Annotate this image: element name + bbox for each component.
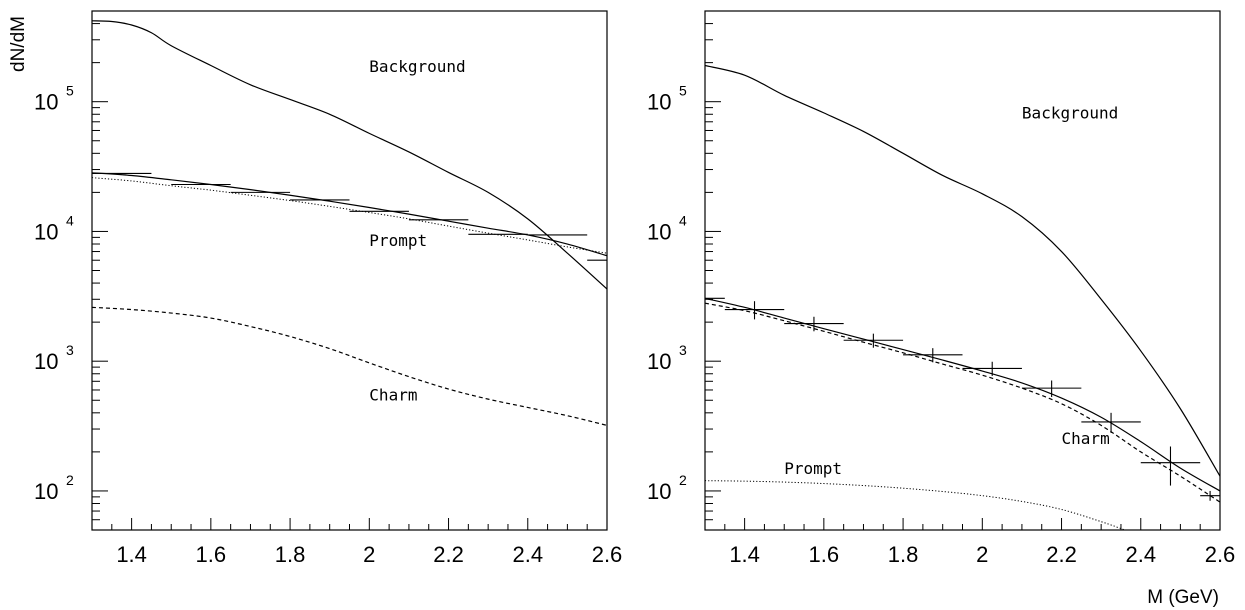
x-axis-title: M (GeV) (1147, 587, 1219, 608)
right-label-charm: Charm (1062, 429, 1110, 448)
right-x-tick-label: 2.6 (1205, 542, 1236, 567)
left-label-background: Background (369, 57, 465, 76)
right-data-point (724, 301, 785, 320)
right-x-tick-label: 2 (976, 542, 988, 567)
left-y-tick-exponent: 3 (66, 342, 74, 358)
right-y-tick-base: 10 (647, 349, 671, 374)
y-axis-title: dN/dM (8, 16, 29, 72)
left-x-tick-label: 2.2 (433, 542, 464, 567)
right-x-tick-label: 2.2 (1046, 542, 1077, 567)
left-y-tick-base: 10 (34, 219, 58, 244)
left-x-tick-label: 1.6 (196, 542, 227, 567)
right-y-tick-exponent: 5 (679, 83, 687, 99)
left-x-tick-label: 1.8 (275, 542, 306, 567)
right-data-point (962, 361, 1022, 376)
left-y-tick-exponent: 4 (66, 212, 74, 228)
right-plot-frame (704, 10, 1221, 531)
left-y-tick-exponent: 2 (66, 472, 74, 488)
left-label-charm: Charm (369, 385, 417, 404)
left-y-tick-base: 10 (34, 90, 58, 115)
right-curve-fit-total (705, 297, 1220, 492)
panel-left: 1.4 1.6 1.8 2 2.2 2.4 2.6 10 2 10 3 10 4 10 5 Backgroun… (34, 10, 623, 567)
right-data-point (1081, 412, 1141, 433)
right-data-point (1200, 490, 1220, 501)
panel-right: 1.4 1.6 1.8 2 2.2 2.4 2.6 10 2 10 3 10 4 10 5 Backgroun… (647, 10, 1236, 567)
left-y-tick-exponent: 5 (66, 83, 74, 99)
right-curve-prompt (705, 480, 1126, 530)
right-x-tick-label: 1.4 (729, 542, 760, 567)
right-label-prompt: Prompt (784, 459, 842, 478)
right-x-tick-label: 1.8 (888, 542, 919, 567)
left-x-tick-label: 2.4 (512, 542, 543, 567)
right-x-tick-label: 2.4 (1125, 542, 1156, 567)
right-y-tick-exponent: 2 (679, 472, 687, 488)
right-x-tick-label: 1.6 (809, 542, 840, 567)
right-y-tick-base: 10 (647, 90, 671, 115)
right-data-point (843, 333, 904, 348)
right-data-point (1140, 446, 1201, 486)
left-x-tick-label: 2.6 (592, 542, 623, 567)
left-plot-area (92, 20, 607, 426)
left-curve-background (92, 20, 607, 290)
left-curve-prompt (92, 177, 607, 254)
left-y-tick-base: 10 (34, 349, 58, 374)
left-label-prompt: Prompt (369, 231, 427, 250)
right-curve-background (705, 64, 1220, 477)
left-y-tick-base: 10 (34, 479, 58, 504)
right-data-point (903, 348, 963, 363)
right-y-tick-exponent: 3 (679, 342, 687, 358)
right-curve-charm (705, 302, 1220, 503)
right-y-tick-base: 10 (647, 219, 671, 244)
left-x-tick-label: 2 (363, 542, 375, 567)
right-data-point (784, 316, 844, 332)
left-x-tick-label: 1.4 (116, 542, 147, 567)
right-y-tick-base: 10 (647, 479, 671, 504)
left-plot-frame (91, 10, 608, 531)
right-plot-area (705, 64, 1220, 530)
left-curve-charm (92, 306, 607, 426)
right-data-point (1021, 380, 1082, 397)
right-y-tick-exponent: 4 (679, 212, 687, 228)
right-label-background: Background (1022, 104, 1118, 123)
